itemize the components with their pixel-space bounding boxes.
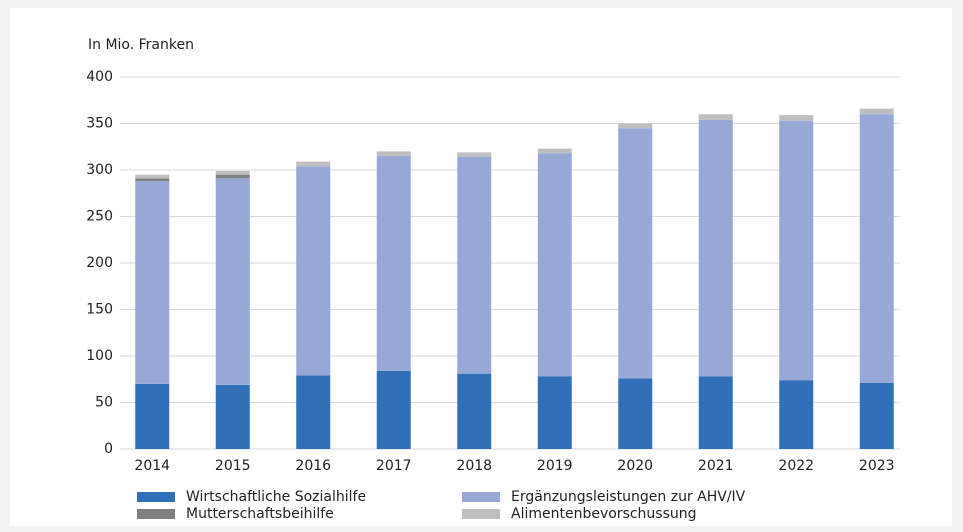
bar-segment (135, 383, 170, 449)
bar-segment (859, 114, 894, 383)
x-tick-label: 2022 (778, 458, 814, 474)
legend-swatch (462, 492, 500, 502)
bar-segment (618, 128, 653, 379)
legend-swatch (137, 492, 175, 502)
bar-segment (698, 376, 733, 449)
legend-swatch (462, 509, 500, 519)
y-tick-label: 200 (86, 255, 113, 271)
y-tick-label: 50 (95, 395, 113, 411)
bar-segment (537, 148, 572, 154)
bar-segment (457, 373, 492, 449)
bar-segment (135, 174, 170, 179)
bar-segment (215, 174, 250, 179)
y-axis-label: In Mio. Franken (88, 37, 194, 53)
bar-segment (698, 114, 733, 120)
bar-segment (698, 119, 733, 377)
bar-segment (618, 378, 653, 449)
y-tick-label: 350 (86, 116, 113, 132)
y-tick-label: 400 (86, 69, 113, 85)
bar-segment (296, 375, 331, 449)
bar-segment (457, 152, 492, 157)
bar-segment (457, 156, 492, 374)
bar-segment (135, 181, 170, 384)
bar-segment (135, 178, 170, 182)
bar-segment (296, 166, 331, 376)
y-tick-label: 150 (86, 302, 113, 318)
bar-segment (215, 384, 250, 449)
bar-segment (215, 178, 250, 385)
x-tick-label: 2016 (295, 458, 331, 474)
y-tick-label: 250 (86, 209, 113, 225)
x-tick-label: 2018 (456, 458, 492, 474)
x-tick-label: 2020 (617, 458, 653, 474)
y-tick-label: 300 (86, 162, 113, 178)
bar-segment (859, 382, 894, 449)
x-tick-label: 2023 (859, 458, 895, 474)
bar-segment (779, 120, 814, 381)
legend-swatch (137, 509, 175, 519)
bar-segment (376, 370, 411, 449)
x-tick-label: 2014 (134, 458, 170, 474)
legend-label: Alimentenbevorschussung (511, 506, 697, 522)
bar-segment (779, 115, 814, 121)
bar-segment (296, 161, 331, 167)
bar-segment (376, 156, 411, 371)
x-tick-label: 2015 (215, 458, 251, 474)
x-tick-label: 2019 (537, 458, 573, 474)
bar-segment (859, 108, 894, 115)
bar-segment (537, 153, 572, 377)
bar-segment (618, 123, 653, 129)
bar-segment (779, 380, 814, 449)
legend-label: Mutterschaftsbeihilfe (186, 506, 334, 522)
y-tick-label: 0 (104, 441, 113, 457)
bar-segment (376, 151, 411, 157)
bar-segment (215, 170, 250, 175)
x-tick-label: 2017 (376, 458, 412, 474)
legend-label: Ergänzungsleistungen zur AHV/IV (511, 489, 746, 505)
bar-segment (537, 376, 572, 449)
y-tick-label: 100 (86, 348, 113, 364)
legend-label: Wirtschaftliche Sozialhilfe (186, 489, 366, 505)
x-tick-label: 2021 (698, 458, 734, 474)
